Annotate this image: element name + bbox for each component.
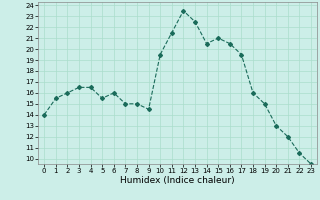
X-axis label: Humidex (Indice chaleur): Humidex (Indice chaleur) [120, 176, 235, 185]
